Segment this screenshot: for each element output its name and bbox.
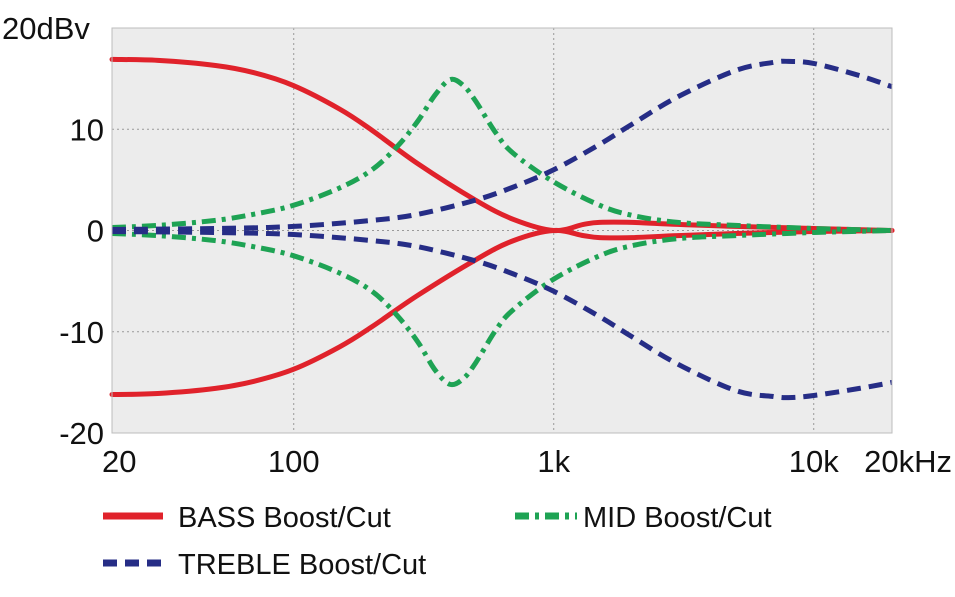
x-tick-label: 1k: [537, 444, 570, 479]
legend: BASS Boost/Cut MID Boost/Cut TREBLE Boos…: [103, 502, 772, 581]
bass-boost-curve: [109, 56, 895, 234]
legend-label-mid: MID Boost/Cut: [583, 502, 772, 534]
x-tick-label: 10k: [789, 444, 839, 479]
x-tick-label: 20kHz: [864, 444, 952, 479]
y-axis-tick-labels: 20dBv 10 0 -10 -20: [2, 11, 104, 451]
treble-boost-curve: [111, 58, 893, 232]
y-tick-label: -10: [59, 315, 104, 350]
treble-cut-curve: [111, 229, 893, 401]
x-axis-tick-labels: 20 100 1k 10k 20kHz: [102, 444, 952, 479]
bass-cut-curve: [109, 227, 895, 397]
y-tick-label: -20: [59, 416, 104, 451]
y-tick-label: 0: [87, 214, 104, 249]
y-tick-label: 10: [70, 112, 104, 147]
x-tick-label: 100: [268, 444, 320, 479]
plot-frame: [111, 27, 893, 434]
series-curves: [109, 56, 895, 401]
mid-boost-curve: [111, 76, 893, 233]
legend-label-bass: BASS Boost/Cut: [178, 502, 391, 534]
x-tick-label: 20: [102, 444, 136, 479]
y-tick-label: 20dBv: [2, 11, 90, 46]
mid-cut-curve: [111, 228, 893, 388]
legend-label-treble: TREBLE Boost/Cut: [178, 549, 426, 581]
